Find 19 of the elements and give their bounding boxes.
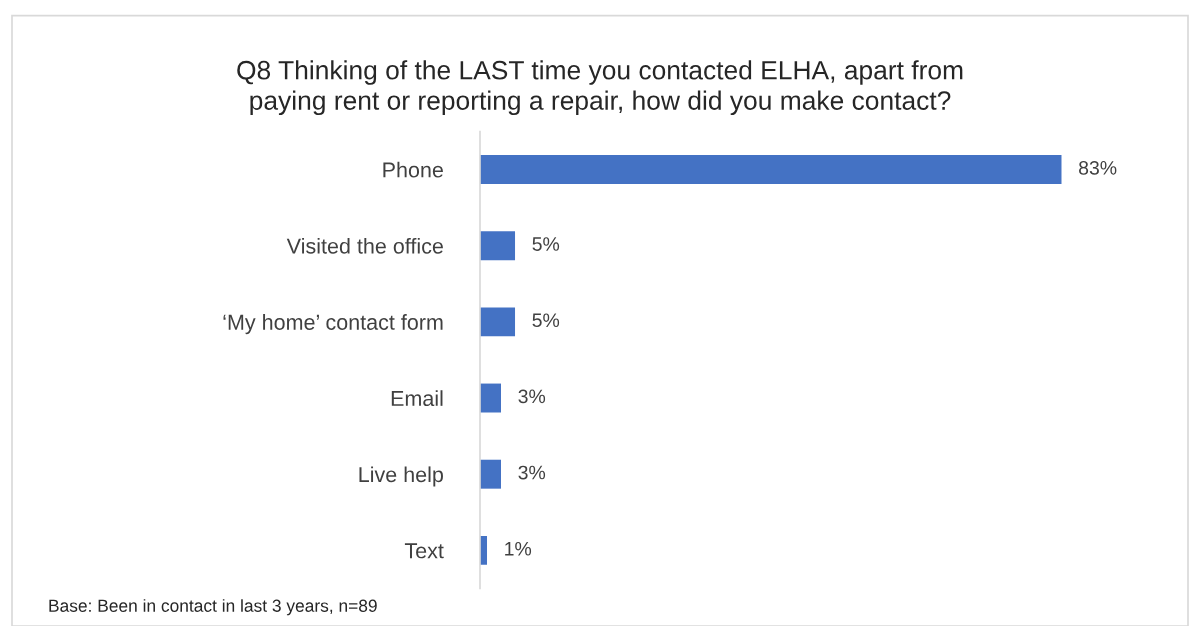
y-tick-label: ‘My home’ contact form bbox=[223, 314, 443, 335]
data-label: 3% bbox=[518, 465, 546, 480]
data-label: 1% bbox=[505, 541, 532, 556]
data-label: 5% bbox=[532, 237, 560, 251]
y-tick-label: Visited the office bbox=[286, 237, 443, 254]
bar bbox=[480, 459, 502, 489]
bar bbox=[480, 155, 1062, 185]
data-label: 83% bbox=[1079, 160, 1117, 175]
data-label: 3% bbox=[518, 389, 546, 404]
bar bbox=[480, 231, 516, 261]
bar bbox=[480, 307, 516, 337]
y-tick-label: Phone bbox=[383, 161, 443, 178]
chart-title: Q8 Thinking of the LAST time you contacted ELHA, apart from paying rent or reporting a repair, how did you make contact? bbox=[237, 60, 963, 116]
bar bbox=[480, 383, 502, 413]
text: Base: Been in contact in last 3 years, n=89 bbox=[49, 599, 377, 616]
data-label: 5% bbox=[532, 313, 560, 328]
y-tick-label: Email bbox=[391, 390, 443, 407]
y-tick-label: Text bbox=[404, 543, 444, 559]
y-tick-label: Live help bbox=[359, 466, 443, 487]
